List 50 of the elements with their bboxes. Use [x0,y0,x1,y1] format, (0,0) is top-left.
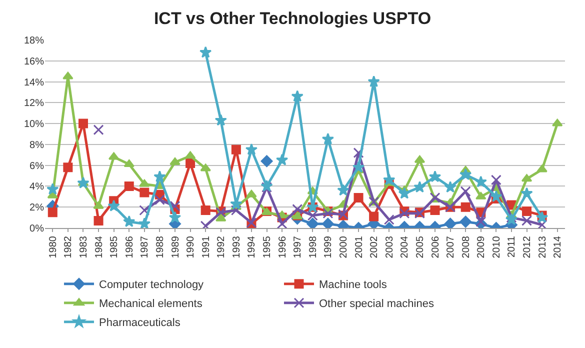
y-tick-label: 6% [30,160,44,172]
x-tick-label: 2005 [414,236,426,258]
x-tick-label: 2003 [384,236,396,258]
x-tick-label: 1986 [124,236,136,258]
chart-title: ICT vs Other Technologies USPTO [154,9,432,28]
x-tick-label: 1983 [78,236,90,258]
y-tick-label: 10% [24,119,44,130]
x-tick-label: 1987 [140,236,151,258]
x-tick-label: 2001 [354,236,365,258]
x-tick-label: 1998 [308,236,319,258]
x-tick-label: 2002 [369,236,380,258]
legend-label: Other special machines [319,298,434,310]
legend-label: Pharmaceuticals [99,317,181,330]
x-tick-label: 1985 [109,236,120,258]
x-tick-label: 2006 [430,236,442,258]
y-tick-label: 0% [30,224,44,234]
x-tick-label: 2011 [506,236,518,258]
y-tick-label: 4% [30,182,44,193]
legend-label: Mechanical elements [99,298,203,310]
x-tick-label: 2014 [552,236,564,258]
legend-label: Computer technology [99,279,204,292]
y-tick-label: 8% [30,140,44,151]
x-tick-label: 1997 [292,236,304,258]
legend-label: Machine tools [319,279,388,292]
x-tick-label: 2012 [522,236,534,258]
y-tick-label: 2% [30,202,44,214]
x-tick-label: 1991 [200,236,212,258]
x-tick-label: 1996 [277,236,288,258]
x-tick-label: 1992 [216,236,228,258]
x-tick-label: 2009 [476,236,488,258]
x-tick-label: 1990 [186,236,197,258]
x-tick-label: 2004 [400,236,411,258]
x-tick-label: 1989 [170,236,182,258]
x-tick-label: 1982 [63,236,74,258]
y-tick-label: 12% [24,98,44,110]
x-tick-label: 1988 [154,236,166,258]
x-tick-label: 2000 [338,236,350,258]
x-tick-label: 2013 [537,236,548,258]
x-tick-label: 2010 [491,236,502,258]
x-tick-label: 1995 [262,236,274,258]
x-tick-label: 1980 [48,236,59,258]
x-tick-label: 1994 [246,236,258,258]
x-tick-label: 1999 [323,236,334,258]
y-tick-label: 14% [24,77,44,88]
y-tick-label: 18% [24,36,44,46]
y-tick-label: 16% [24,56,44,68]
x-tick-label: 1993 [231,236,242,258]
x-tick-label: 2007 [446,236,457,258]
x-tick-label: 1984 [94,236,105,258]
x-tick-label: 2008 [460,236,472,258]
